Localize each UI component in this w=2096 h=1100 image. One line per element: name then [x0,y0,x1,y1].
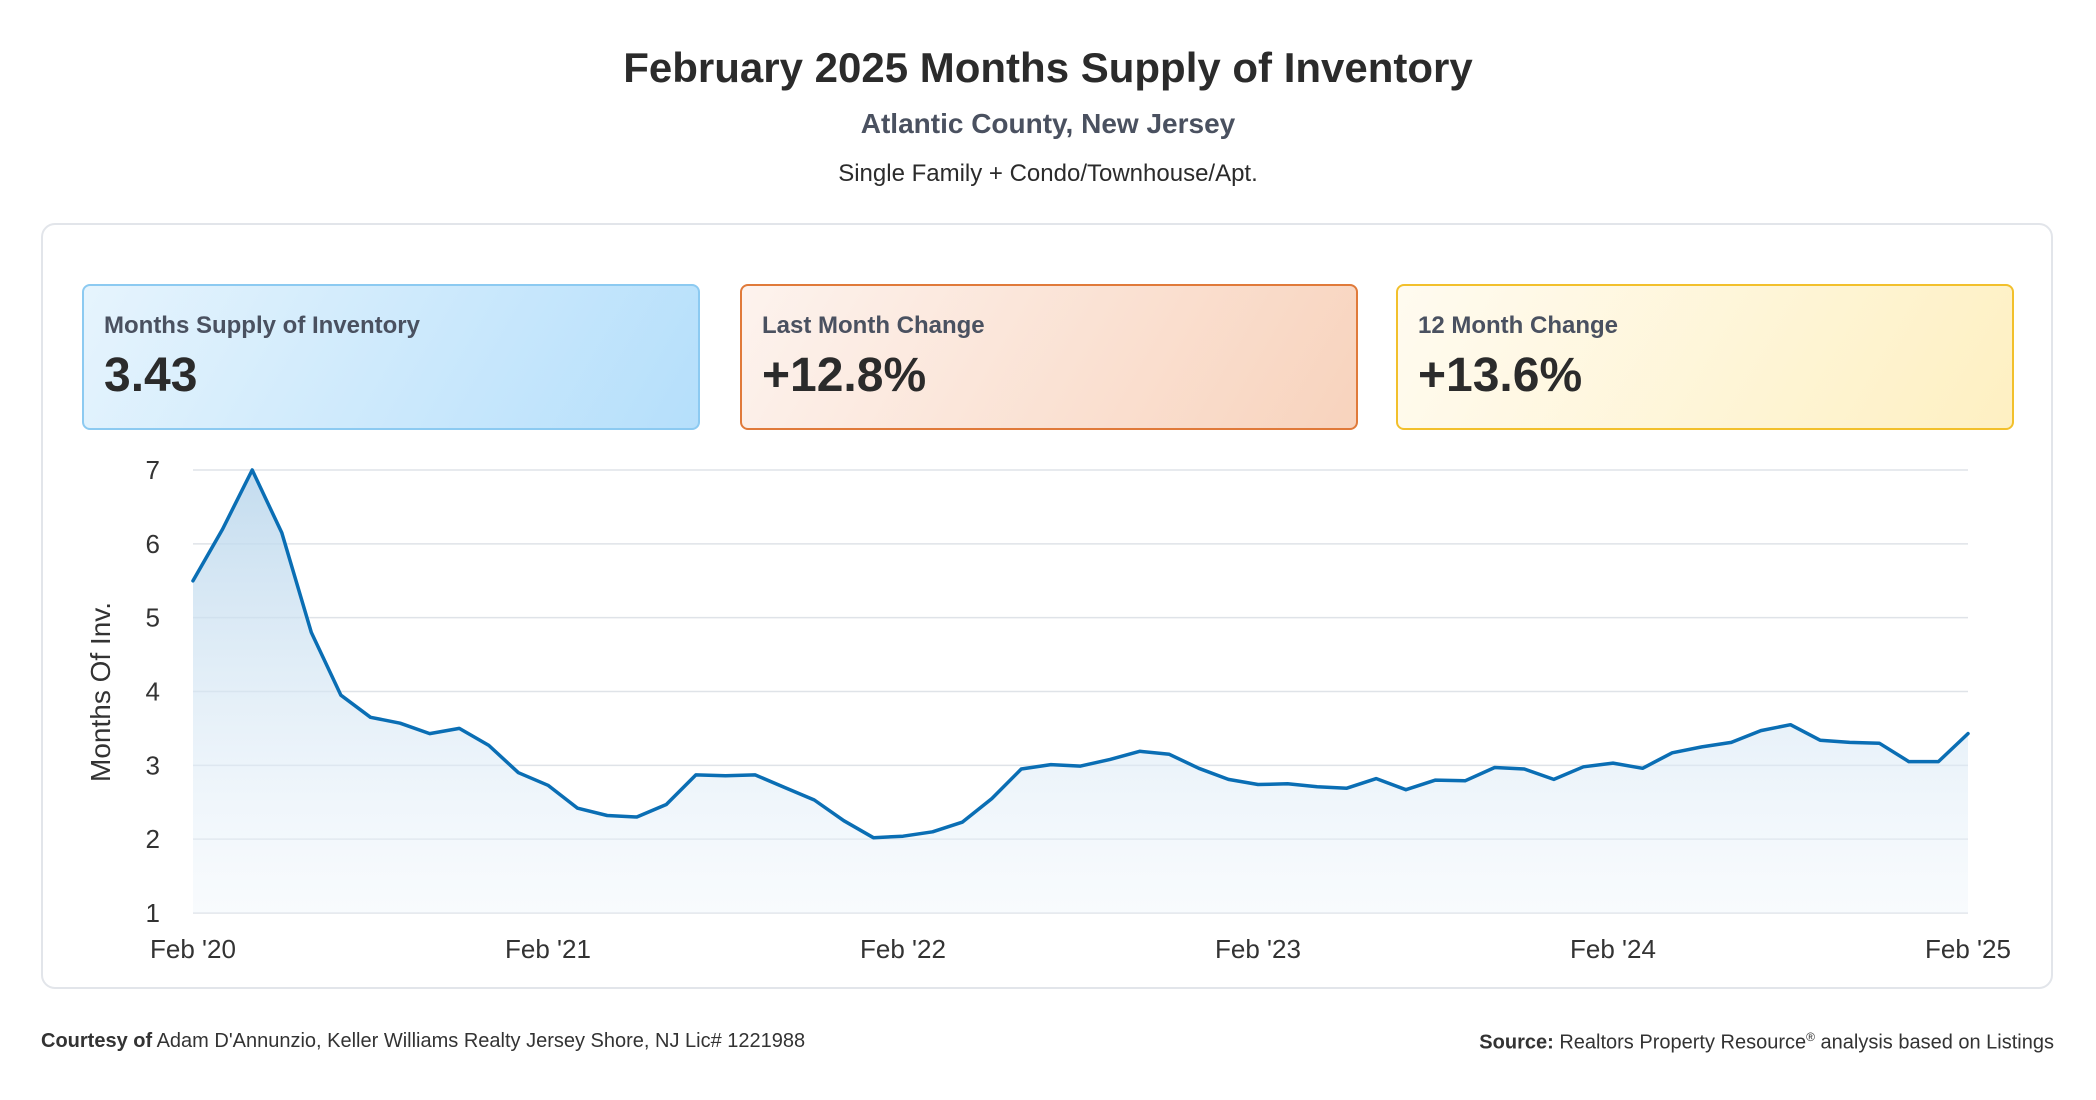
y-tick-label: 6 [146,529,160,559]
series-area [193,470,1968,913]
source-label: Source: [1479,1031,1554,1054]
y-tick-label: 2 [146,824,160,854]
y-tick-label: 3 [146,750,160,780]
source-text: Realtors Property Resource [1559,1031,1807,1054]
courtesy-text: Adam D'Annunzio, Keller Williams Realty … [156,1030,806,1052]
card-12-month-change: 12 Month Change +13.6% [1396,284,2014,430]
source-suffix: analysis based on Listings [1820,1031,2054,1054]
card-value: 3.43 [104,349,198,402]
chart-title: February 2025 Months Supply of Inventory [623,44,1473,91]
x-tick-label: Feb '20 [150,934,236,964]
card-label: 12 Month Change [1418,312,1619,339]
card-value: +13.6% [1418,349,1583,402]
card-value: +12.8% [762,349,927,402]
registered-mark: ® [1806,1030,1815,1044]
y-axis-label: Months Of Inv. [85,602,116,782]
courtesy-note: Courtesy of Adam D'Annunzio, Keller Will… [41,1030,805,1053]
x-tick-label: Feb '24 [1570,934,1656,964]
card-months-supply: Months Supply of Inventory 3.43 [82,284,700,430]
chart-subtitle: Atlantic County, New Jersey [860,108,1236,139]
y-tick-label: 4 [146,677,160,707]
x-tick-label: Feb '22 [860,934,946,964]
card-last-month-change: Last Month Change +12.8% [740,284,1358,430]
y-tick-label: 7 [146,455,160,485]
y-tick-label: 1 [146,898,160,928]
y-tick-label: 5 [146,603,160,633]
x-tick-label: Feb '21 [505,934,591,964]
x-tick-label: Feb '23 [1215,934,1301,964]
series-line [191,468,1970,840]
card-label: Months Supply of Inventory [104,312,420,339]
line-chart: 1 2 3 4 5 6 7 Feb '20 Feb '21 Feb '22 Feb '23 Feb … [85,455,2011,964]
source-note: Source: Realtors Property Resource® anal… [1479,1030,2054,1055]
property-types: Single Family + Condo/Townhouse/Apt. [838,160,1258,187]
card-label: Last Month Change [762,312,985,339]
x-tick-label: Feb '25 [1925,934,2011,964]
courtesy-label: Courtesy of [41,1030,153,1052]
